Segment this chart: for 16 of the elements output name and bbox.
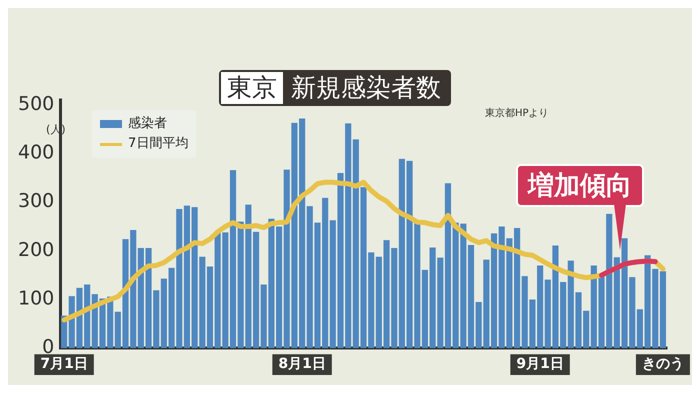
chart-subtitle: 新規感染者数 (283, 72, 449, 104)
y-tick-label: 200 (18, 238, 54, 261)
y-tick-label: 500 (18, 92, 54, 115)
x-tick-label: きのう (642, 356, 684, 372)
x-tick-label: 7月1日 (40, 356, 88, 372)
x-tick-label: 9月1日 (516, 356, 564, 372)
y-tick-label: 400 (18, 141, 54, 164)
y-tick-label: 0 (42, 336, 54, 358)
y-tick-label: 300 (18, 190, 54, 212)
legend-label: 感染者 (128, 115, 167, 133)
annotation: 増加傾向 (516, 164, 644, 207)
legend-label: 7日間平均 (128, 135, 188, 153)
x-tick-label: 8月1日 (278, 356, 326, 372)
y-tick-label: 100 (18, 287, 54, 310)
chart-title: 東京 (221, 72, 283, 104)
annotation: 東京都HPより (485, 106, 549, 120)
